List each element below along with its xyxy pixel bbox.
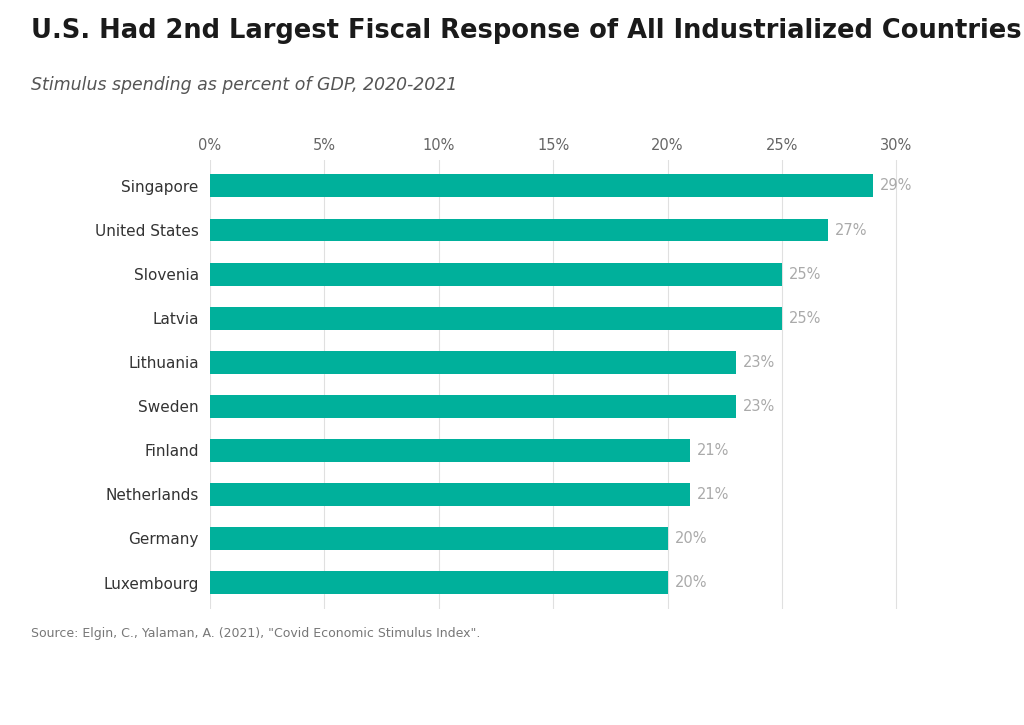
Text: 25%: 25% xyxy=(788,267,821,281)
Bar xyxy=(210,571,668,594)
Bar xyxy=(210,262,782,286)
Text: 21%: 21% xyxy=(697,443,730,458)
Bar xyxy=(210,527,668,550)
Bar xyxy=(210,307,782,330)
Text: TAX FOUNDATION: TAX FOUNDATION xyxy=(18,690,191,708)
Text: 23%: 23% xyxy=(743,399,775,414)
Text: Source: Elgin, C., Yalaman, A. (2021), "Covid Economic Stimulus Index".: Source: Elgin, C., Yalaman, A. (2021), "… xyxy=(31,627,480,640)
Bar xyxy=(210,175,873,197)
Text: 27%: 27% xyxy=(835,223,867,238)
Bar xyxy=(210,351,736,373)
Text: @TaxFoundation: @TaxFoundation xyxy=(862,690,1006,708)
Text: U.S. Had 2nd Largest Fiscal Response of All Industrialized Countries: U.S. Had 2nd Largest Fiscal Response of … xyxy=(31,18,1021,44)
Text: 21%: 21% xyxy=(697,487,730,502)
Bar xyxy=(210,483,690,506)
Bar xyxy=(210,395,736,418)
Text: 25%: 25% xyxy=(788,310,821,326)
Bar xyxy=(210,439,690,462)
Text: 23%: 23% xyxy=(743,355,775,370)
Text: 20%: 20% xyxy=(675,575,707,590)
Text: 20%: 20% xyxy=(675,531,707,546)
Bar xyxy=(210,218,827,241)
Text: 29%: 29% xyxy=(881,178,912,194)
Text: Stimulus spending as percent of GDP, 2020-2021: Stimulus spending as percent of GDP, 202… xyxy=(31,76,457,94)
